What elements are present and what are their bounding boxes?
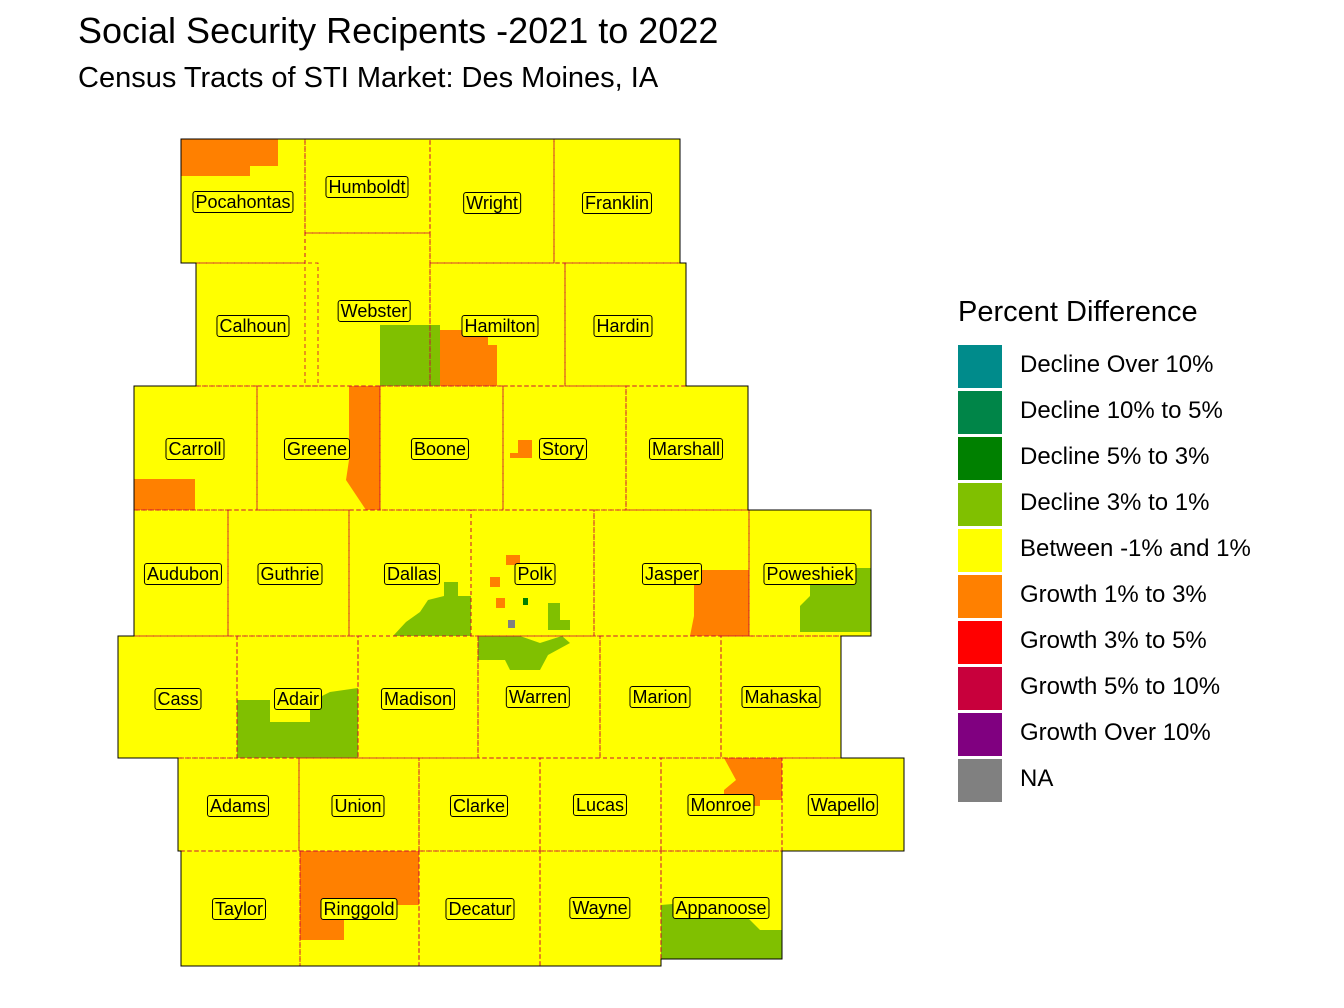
county-border-guthrie [227,509,350,637]
county-label-franklin: Franklin [581,192,653,214]
legend-item: Decline Over 10% [958,345,1213,391]
legend-swatch [958,759,1002,802]
county-label-monroe: Monroe [687,794,755,816]
county-label-union: Union [331,795,385,817]
county-borders [117,138,905,967]
legend-swatch [958,575,1002,618]
legend-label: Decline Over 10% [1020,351,1214,378]
county-label-webster: Webster [337,300,411,322]
tract-polk-core-1 [506,555,520,565]
tract-carroll-southwest [134,479,195,510]
legend-item: Growth Over 10% [958,713,1211,759]
county-label-greene: Greene [283,438,351,460]
legend-label: Decline 5% to 3% [1020,443,1210,470]
county-label-boone: Boone [410,438,470,460]
county-label-humboldt: Humboldt [325,176,409,198]
legend-item: Decline 5% to 3% [958,437,1209,483]
legend-label: Decline 3% to 1% [1020,489,1210,516]
tract-jasper-south [690,570,749,636]
legend-label: NA [1020,765,1054,792]
legend-item: NA [958,759,1198,805]
county-label-jasper: Jasper [641,563,703,585]
tract-hamilton-southwest [440,330,497,386]
legend-item: Growth 1% to 3% [958,575,1207,621]
county-border-webster [304,232,431,387]
tract-polk-core-3 [496,598,505,608]
county-label-audubon: Audubon [143,563,223,585]
county-label-wayne: Wayne [569,897,631,919]
legend-label: Growth Over 10% [1020,719,1211,746]
legend-item: Between -1% and 1% [958,529,1251,575]
county-label-dallas: Dallas [383,563,441,585]
legend-swatch [958,483,1002,526]
county-label-adair: Adair [273,688,323,710]
county-label-story: Story [538,438,588,460]
legend-item: Decline 3% to 1% [958,483,1209,529]
legend-item: Growth 5% to 10% [958,667,1220,713]
county-label-polk: Polk [514,563,556,585]
tract-greene-east [346,386,380,510]
county-label-hamilton: Hamilton [461,315,539,337]
legend: Percent Difference Decline Over 10% Decli… [958,296,1251,805]
legend-label: Between -1% and 1% [1020,535,1251,562]
tract-adair-south [237,688,358,758]
legend-swatch [958,529,1002,572]
county-label-guthrie: Guthrie [257,563,323,585]
legend-swatch [958,437,1002,480]
county-label-lucas: Lucas [572,794,628,816]
county-border-lucas [539,757,662,852]
tract-story-small [510,453,518,458]
county-label-clarke: Clarke [449,795,509,817]
county-label-decatur: Decatur [445,898,515,920]
legend-swatch [958,713,1002,756]
county-border-clarke [418,757,541,852]
legend-label: Growth 3% to 5% [1020,627,1207,654]
legend-title: Percent Difference [958,296,1198,328]
county-label-pocahontas: Pocahontas [192,191,294,213]
legend-label: Growth 1% to 3% [1020,581,1207,608]
legend-swatch [958,621,1002,664]
county-label-wapello: Wapello [807,794,879,816]
tract-story-ames [518,440,532,458]
tract-polk-core-2 [490,577,500,587]
county-label-wright: Wright [463,192,521,214]
county-label-warren: Warren [505,686,571,708]
county-border-monroe [660,757,783,852]
legend-item: Decline 10% to 5% [958,391,1223,437]
tract-polk-na [508,620,515,628]
county-label-hardin: Hardin [593,315,653,337]
county-label-carroll: Carroll [165,438,225,460]
county-label-poweshiek: Poweshiek [763,563,857,585]
county-label-ringgold: Ringgold [320,898,398,920]
county-border-hamilton [429,262,566,387]
county-label-cass: Cass [154,688,202,710]
county-label-marion: Marion [629,686,691,708]
county-label-adams: Adams [206,795,270,817]
legend-swatch [958,391,1002,434]
county-label-calhoun: Calhoun [216,315,290,337]
legend-label: Decline 10% to 5% [1020,397,1223,424]
county-label-mahaska: Mahaska [741,686,821,708]
county-label-taylor: Taylor [211,898,267,920]
county-border-greene [256,385,381,511]
tract-pocahontas-north [181,139,278,176]
map-subtitle: Census Tracts of STI Market: Des Moines,… [78,62,659,94]
county-border-carroll [133,385,258,511]
county-label-marshall: Marshall [648,438,724,460]
tract-polk-core-4 [523,598,528,605]
tract-dallas-south [393,582,471,636]
legend-items: Decline Over 10% Decline 10% to 5% Decline… [958,345,1251,805]
tract-polk-east [548,603,570,630]
legend-swatch [958,345,1002,388]
legend-swatch [958,667,1002,710]
legend-label: Growth 5% to 10% [1020,673,1221,700]
map-title: Social Security Recipents -2021 to 2022 [78,10,719,51]
county-border-taylor [180,850,301,967]
county-label-appanoose: Appanoose [672,897,770,919]
region-outline [117,138,905,967]
county-label-madison: Madison [380,688,456,710]
legend-item: Growth 3% to 5% [958,621,1207,667]
tract-webster-south [380,325,440,386]
tract-warren-north [478,636,570,670]
